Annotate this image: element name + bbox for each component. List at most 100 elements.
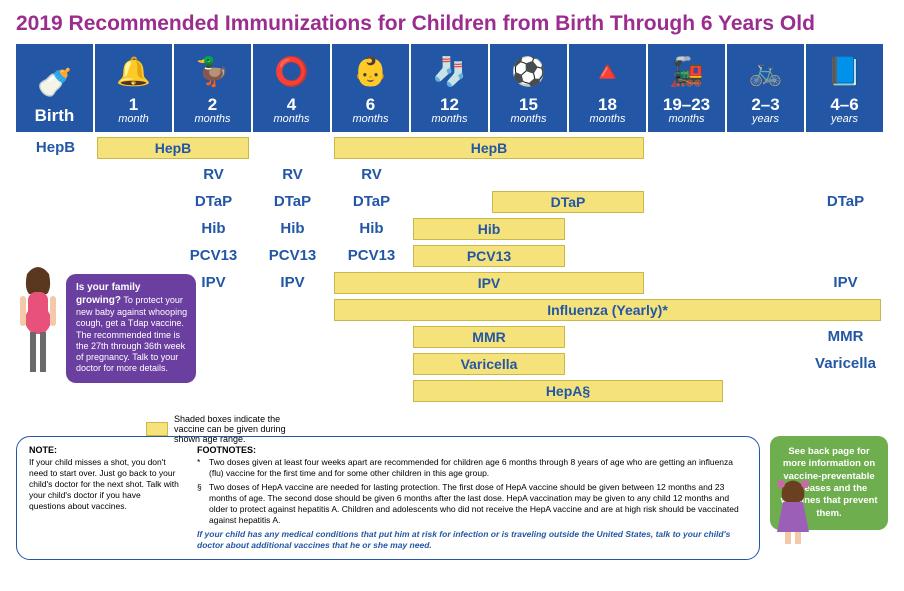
vaccine-row: DTaPDTaPDTaPDTaPDTaP <box>16 190 888 215</box>
vaccine-dose: Hib <box>253 220 332 237</box>
vaccine-range: HepA§ <box>413 380 723 402</box>
vaccine-dose: RV <box>253 166 332 183</box>
vaccine-dose: DTaP <box>174 193 253 210</box>
pregnancy-callout: Is your family growing? To protect your … <box>66 274 196 383</box>
age-number: 19–23 <box>648 96 725 113</box>
legend-text: Shaded boxes indicate the vaccine can be… <box>174 414 304 444</box>
footnote-symbol: * <box>197 457 205 479</box>
note-column: NOTE: If your child misses a shot, you d… <box>29 445 179 551</box>
age-icon: 🦆 <box>174 48 251 96</box>
age-column-header: 🚲2–3years <box>727 44 806 132</box>
vaccine-dose: RV <box>332 166 411 183</box>
age-unit: months <box>332 113 409 126</box>
callout-body: To protect your new baby against whoopin… <box>76 295 187 374</box>
age-column-header: 👶6months <box>332 44 411 132</box>
age-icon: 🍼 <box>16 58 93 106</box>
age-unit: month <box>95 113 172 126</box>
vaccine-dose: DTaP <box>253 193 332 210</box>
age-unit: months <box>411 113 488 126</box>
age-unit: months <box>174 113 251 126</box>
vaccine-dose: PCV13 <box>174 247 253 264</box>
age-column-header: ⭕4months <box>253 44 332 132</box>
footnote-item: §Two doses of HepA vaccine are needed fo… <box>197 482 747 526</box>
age-unit: months <box>490 113 567 126</box>
vaccine-dose: PCV13 <box>332 247 411 264</box>
age-unit: years <box>806 113 883 126</box>
age-icon: 🔔 <box>95 48 172 96</box>
footnotes-italic: If your child has any medical conditions… <box>197 529 747 551</box>
age-unit: years <box>727 113 804 126</box>
age-column-header: 🔔1month <box>95 44 174 132</box>
age-number: 2–3 <box>727 96 804 113</box>
vaccine-dose: Varicella <box>806 355 885 372</box>
legend-swatch <box>146 422 168 436</box>
age-column-header: 🔺18months <box>569 44 648 132</box>
age-number: 2 <box>174 96 251 113</box>
vaccine-dose: IPV <box>806 274 885 291</box>
age-number: 4–6 <box>806 96 883 113</box>
header-row: 🍼Birth🔔1month🦆2months⭕4months👶6months🧦12… <box>16 44 888 132</box>
footer-wrap: NOTE: If your child misses a shot, you d… <box>16 436 888 560</box>
age-icon: 🔺 <box>569 48 646 96</box>
age-column-header: 🚂19–23months <box>648 44 727 132</box>
age-number: 1 <box>95 96 172 113</box>
vaccine-row: PCV13PCV13PCV13PCV13 <box>16 244 888 269</box>
footnotes-column: FOOTNOTES: *Two doses given at least fou… <box>197 445 747 551</box>
age-number: 4 <box>253 96 330 113</box>
age-unit: months <box>648 113 725 126</box>
vaccine-dose: DTaP <box>806 193 885 210</box>
footnote-symbol: § <box>197 482 205 526</box>
footnotes-heading: FOOTNOTES: <box>197 445 256 455</box>
footnote-text: Two doses given at least four weeks apar… <box>209 457 747 479</box>
age-icon: 📘 <box>806 48 883 96</box>
vaccine-range: HepB <box>334 137 644 159</box>
age-column-header: 📘4–6years <box>806 44 885 132</box>
age-unit: months <box>569 113 646 126</box>
vaccine-dose: RV <box>174 166 253 183</box>
vaccine-dose: HepB <box>16 139 95 156</box>
age-icon: 🧦 <box>411 48 488 96</box>
legend: Shaded boxes indicate the vaccine can be… <box>146 414 304 444</box>
vaccine-range: PCV13 <box>413 245 565 267</box>
page-title: 2019 Recommended Immunizations for Child… <box>16 12 888 36</box>
age-number: 18 <box>569 96 646 113</box>
vaccine-range: Influenza (Yearly)* <box>334 299 881 321</box>
vaccine-range: MMR <box>413 326 565 348</box>
footnote-item: *Two doses given at least four weeks apa… <box>197 457 747 479</box>
vaccine-range: Varicella <box>413 353 565 375</box>
age-number: 6 <box>332 96 409 113</box>
age-icon: ⚽ <box>490 48 567 96</box>
schedule-chart: 🍼Birth🔔1month🦆2months⭕4months👶6months🧦12… <box>16 44 888 434</box>
age-column-header: 🍼Birth <box>16 44 95 132</box>
vaccine-dose: Hib <box>332 220 411 237</box>
vaccine-row: HepBHepBHepB <box>16 136 888 161</box>
mother-illustration <box>14 264 62 404</box>
footnote-text: Two doses of HepA vaccine are needed for… <box>209 482 747 526</box>
note-heading: NOTE: <box>29 445 57 455</box>
age-column-header: ⚽15months <box>490 44 569 132</box>
vaccine-dose: PCV13 <box>253 247 332 264</box>
footnote-box: NOTE: If your child misses a shot, you d… <box>16 436 760 560</box>
vaccine-row: HibHibHibHib <box>16 217 888 242</box>
vaccine-row: HepA§ <box>16 379 888 404</box>
age-column-header: 🧦12months <box>411 44 490 132</box>
vaccine-range: IPV <box>334 272 644 294</box>
vaccine-dose: DTaP <box>332 193 411 210</box>
age-unit: months <box>253 113 330 126</box>
vaccine-dose: IPV <box>253 274 332 291</box>
vaccine-dose: Hib <box>174 220 253 237</box>
vaccine-range: Hib <box>413 218 565 240</box>
vaccine-range: DTaP <box>492 191 644 213</box>
vaccine-range: HepB <box>97 137 249 159</box>
vaccine-row: RVRVRV <box>16 163 888 188</box>
age-icon: 🚲 <box>727 48 804 96</box>
age-column-header: 🦆2months <box>174 44 253 132</box>
age-label: Birth <box>16 106 93 126</box>
age-icon: 🚂 <box>648 48 725 96</box>
age-number: 15 <box>490 96 567 113</box>
age-icon: 👶 <box>332 48 409 96</box>
age-icon: ⭕ <box>253 48 330 96</box>
girl-illustration <box>767 478 819 548</box>
age-number: 12 <box>411 96 488 113</box>
note-body: If your child misses a shot, you don't n… <box>29 457 179 511</box>
